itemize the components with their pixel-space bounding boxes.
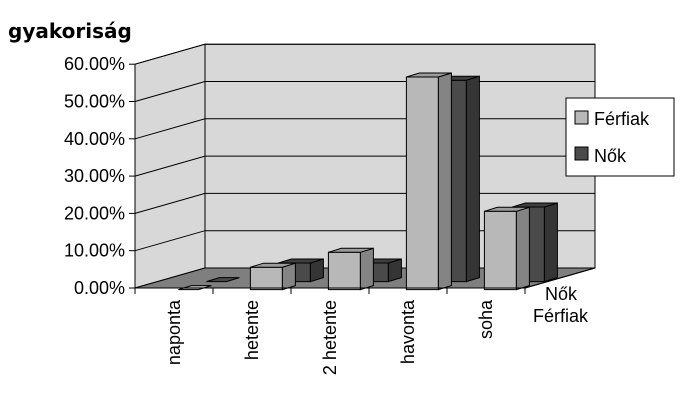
legend-label-ferfiak: Férfiak: [594, 109, 650, 129]
legend-label-nok: Nők: [594, 146, 627, 166]
x-tick-label: havonta: [398, 299, 418, 364]
bar-Férfiak-soha: [483, 206, 530, 291]
y-tick-label: 60.00%: [64, 54, 125, 74]
legend-swatch-nok: [574, 146, 589, 161]
legend-swatch-ferfiak: [574, 110, 589, 125]
chart-title: gyakoriság: [8, 19, 132, 43]
gridline: [134, 43, 595, 65]
x-tick-label: naponta: [164, 299, 184, 365]
y-axis: 0.00% 10.00% 20.00% 30.00% 40.00% 50.00% 60.00…: [64, 54, 136, 298]
y-tick-label: 40.00%: [64, 129, 125, 149]
legend: Férfiak Nők: [565, 97, 675, 177]
y-tick-label: 0.00%: [74, 278, 125, 298]
y-tick-label: 20.00%: [64, 203, 125, 223]
x-tick-label: soha: [476, 299, 496, 339]
depth-label: Nők: [545, 284, 578, 304]
x-tick-label: hetente: [242, 300, 262, 360]
y-tick-label: 50.00%: [64, 92, 125, 112]
bar-Férfiak-hetente: [249, 262, 296, 291]
x-tick-label: 2 hetente: [320, 300, 340, 375]
y-tick-label: 10.00%: [64, 241, 125, 261]
y-tick-label: 30.00%: [64, 166, 125, 186]
bar-Férfiak-2 hetente: [327, 247, 374, 291]
bar-Férfiak-havonta: [405, 72, 452, 291]
bar-Nők-naponta: [206, 277, 240, 283]
depth-label: Férfiak: [533, 306, 589, 326]
bars: [178, 72, 558, 291]
x-axis: naponta hetente 2 hetente havonta soha: [134, 287, 526, 375]
depth-axis-line: [524, 267, 596, 289]
